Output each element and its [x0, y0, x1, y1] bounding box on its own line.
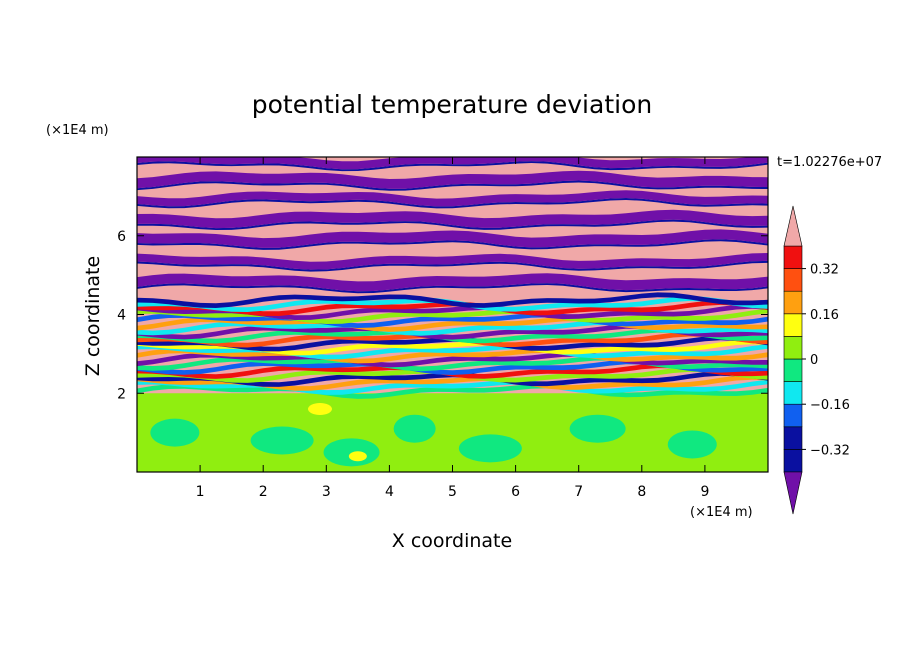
y-tick-label: 4: [117, 308, 126, 324]
lower-blob: [393, 414, 436, 443]
turbulent-band: [137, 379, 768, 395]
colorbar-swatch: [783, 268, 803, 292]
colorbar-swatch: [783, 313, 803, 337]
colorbar-swatch: [783, 449, 803, 473]
colorbar-extend-low: [783, 471, 803, 515]
y-axis-unit: (×1E4 m): [46, 123, 109, 138]
x-tick-label: 8: [637, 484, 646, 500]
colorbar-swatch: [783, 336, 803, 360]
colorbar-swatch: [783, 358, 803, 382]
colorbar-swatch: [783, 290, 803, 315]
x-tick-label: 4: [385, 484, 394, 500]
upper-edge: [137, 283, 768, 294]
turbulent-band: [137, 339, 768, 356]
lower-blob: [458, 434, 522, 463]
colorbar: 0.32 0.16 0 −0.16 −0.32: [783, 205, 850, 515]
colorbar-tick-label: −0.16: [810, 398, 850, 413]
lower-blob: [667, 430, 717, 459]
lower-blob: [250, 426, 314, 455]
turbulent-band: [137, 371, 768, 387]
x-axis-unit: (×1E4 m): [690, 505, 753, 520]
y-tick-label: 2: [117, 386, 126, 402]
x-tick-label: 7: [574, 484, 583, 500]
colorbar-extend-high: [783, 205, 803, 247]
lower-blob-warm: [348, 451, 367, 462]
x-tick-label: 3: [322, 484, 331, 500]
heatmap-field: [137, 157, 768, 472]
turbulent-band: [137, 308, 768, 324]
lower-blob: [569, 414, 626, 443]
upper-edge: [137, 198, 768, 209]
colorbar-swatch: [783, 403, 803, 428]
colorbar-tick-label: 0: [810, 353, 818, 368]
x-tick-label: 6: [511, 484, 520, 500]
turbulent-band: [137, 300, 768, 316]
y-tick-label: 6: [117, 229, 126, 245]
turbulent-band: [137, 344, 768, 360]
upper-edge: [137, 180, 768, 191]
chart-title: potential temperature deviation: [252, 90, 652, 119]
upper-band: [137, 209, 768, 229]
upper-band: [137, 229, 768, 248]
turbulent-band: [137, 375, 768, 391]
upper-band: [137, 253, 768, 270]
turbulent-band: [137, 304, 768, 320]
upper-band: [137, 190, 768, 207]
colorbar-tick-label: 0.16: [810, 308, 839, 323]
colorbar-swatch: [783, 426, 803, 450]
colorbar-tick-label: 0.32: [810, 263, 839, 278]
y-axis: 2 4 6: [117, 229, 768, 402]
turbulent-band: [137, 292, 768, 308]
x-tick-label: 2: [259, 484, 268, 500]
x-tick-label: 5: [448, 484, 457, 500]
y-axis-label: Z coordinate: [82, 256, 104, 376]
time-label: t=1.02276e+07: [777, 155, 882, 170]
x-axis-label: X coordinate: [392, 530, 512, 552]
x-axis: 1 2 3 4 5 6 7 8 9: [196, 157, 709, 500]
colorbar-tick-label: −0.32: [810, 443, 850, 458]
lower-layer: [137, 393, 768, 472]
lower-blob: [150, 418, 200, 447]
upper-edge: [137, 260, 768, 272]
lower-blob-warm: [307, 403, 332, 415]
heatmap-plot-area: [136, 156, 769, 473]
colorbar-swatch: [783, 381, 803, 405]
upper-edge: [137, 239, 768, 250]
x-tick-label: 9: [700, 484, 709, 500]
turbulent-band: [137, 335, 768, 352]
upper-edge: [137, 161, 768, 172]
lower-blob: [323, 438, 380, 467]
colorbar-swatch: [783, 245, 803, 269]
upper-edge: [137, 219, 768, 230]
x-tick-label: 1: [196, 484, 205, 500]
upper-band: [137, 273, 768, 292]
upper-band: [137, 170, 768, 189]
